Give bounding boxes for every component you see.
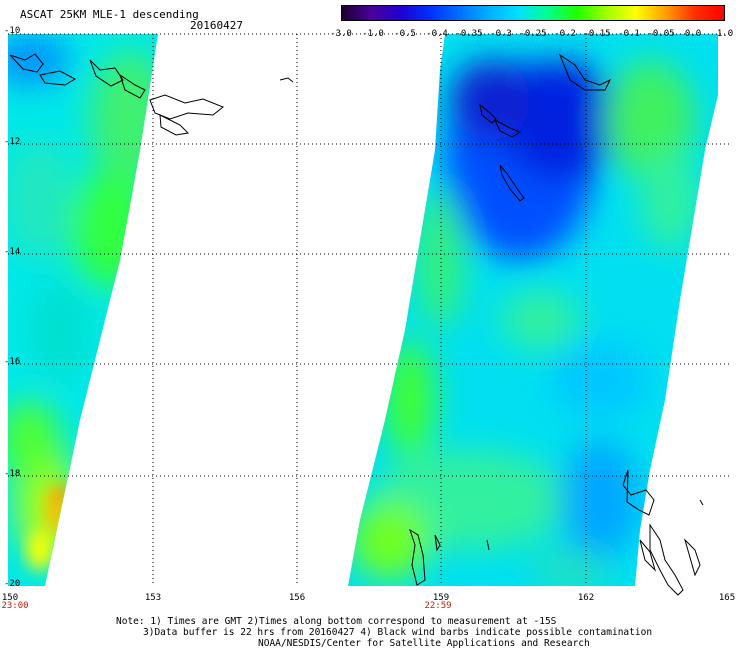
left-swath	[8, 34, 158, 586]
lat-label: -10	[4, 26, 21, 36]
colorbar-tick-label: -0.4	[426, 29, 448, 39]
colorbar-tick-label: -1.0	[362, 29, 384, 39]
colorbar-tick-label: -0.5	[394, 29, 416, 39]
map-title: ASCAT 25KM MLE-1 descending	[20, 8, 199, 21]
coastlines	[9, 53, 704, 596]
lon-label: 165	[718, 593, 736, 603]
time-label-left: 23:00	[1, 601, 29, 611]
lat-label: -14	[4, 247, 21, 257]
right-swath	[348, 34, 718, 586]
note-line-3: NOAA/NESDIS/Center for Satellite Applica…	[258, 638, 590, 649]
lat-label: -12	[4, 137, 21, 147]
lon-label: 150	[1, 593, 19, 603]
lat-label: -18	[4, 469, 21, 479]
colorbar-tick-label: 0.0	[684, 29, 702, 39]
note-line-1: Note: 1) Times are GMT 2)Times along bot…	[116, 616, 557, 627]
lon-label: 159	[432, 593, 450, 603]
colorbar-tick-label: -0.1	[618, 29, 640, 39]
colorbar-tick-label: -0.2	[554, 29, 576, 39]
colorbar-tick-label: -0.15	[583, 29, 611, 39]
colorbar-tick-label: -0.25	[519, 29, 547, 39]
colorbar-tick-label: 1.0	[716, 29, 734, 39]
colorbar-tick-label: -0.3	[490, 29, 512, 39]
colorbar-gradient	[341, 5, 725, 21]
colorbar: -3.0 -1.0 -0.5 -0.4 -0.35 -0.3 -0.25 -0.2 -0.15-…	[330, 5, 733, 39]
lon-label: 153	[144, 593, 162, 603]
lat-label: -16	[4, 357, 21, 367]
lat-label: -20	[4, 579, 21, 589]
map-date: 20160427	[190, 19, 243, 32]
grid-lines	[8, 33, 730, 586]
time-label-right: 22:59	[424, 601, 452, 611]
lon-label: 162	[577, 593, 595, 603]
lon-label: 156	[288, 593, 306, 603]
colorbar-tick-label: -3.0	[330, 29, 352, 39]
note-line-2: 3)Data buffer is 22 hrs from 20160427 4)…	[143, 627, 653, 638]
colorbar-tick-label: -0.05	[647, 29, 675, 39]
colorbar-tick-label: -0.35	[455, 29, 483, 39]
